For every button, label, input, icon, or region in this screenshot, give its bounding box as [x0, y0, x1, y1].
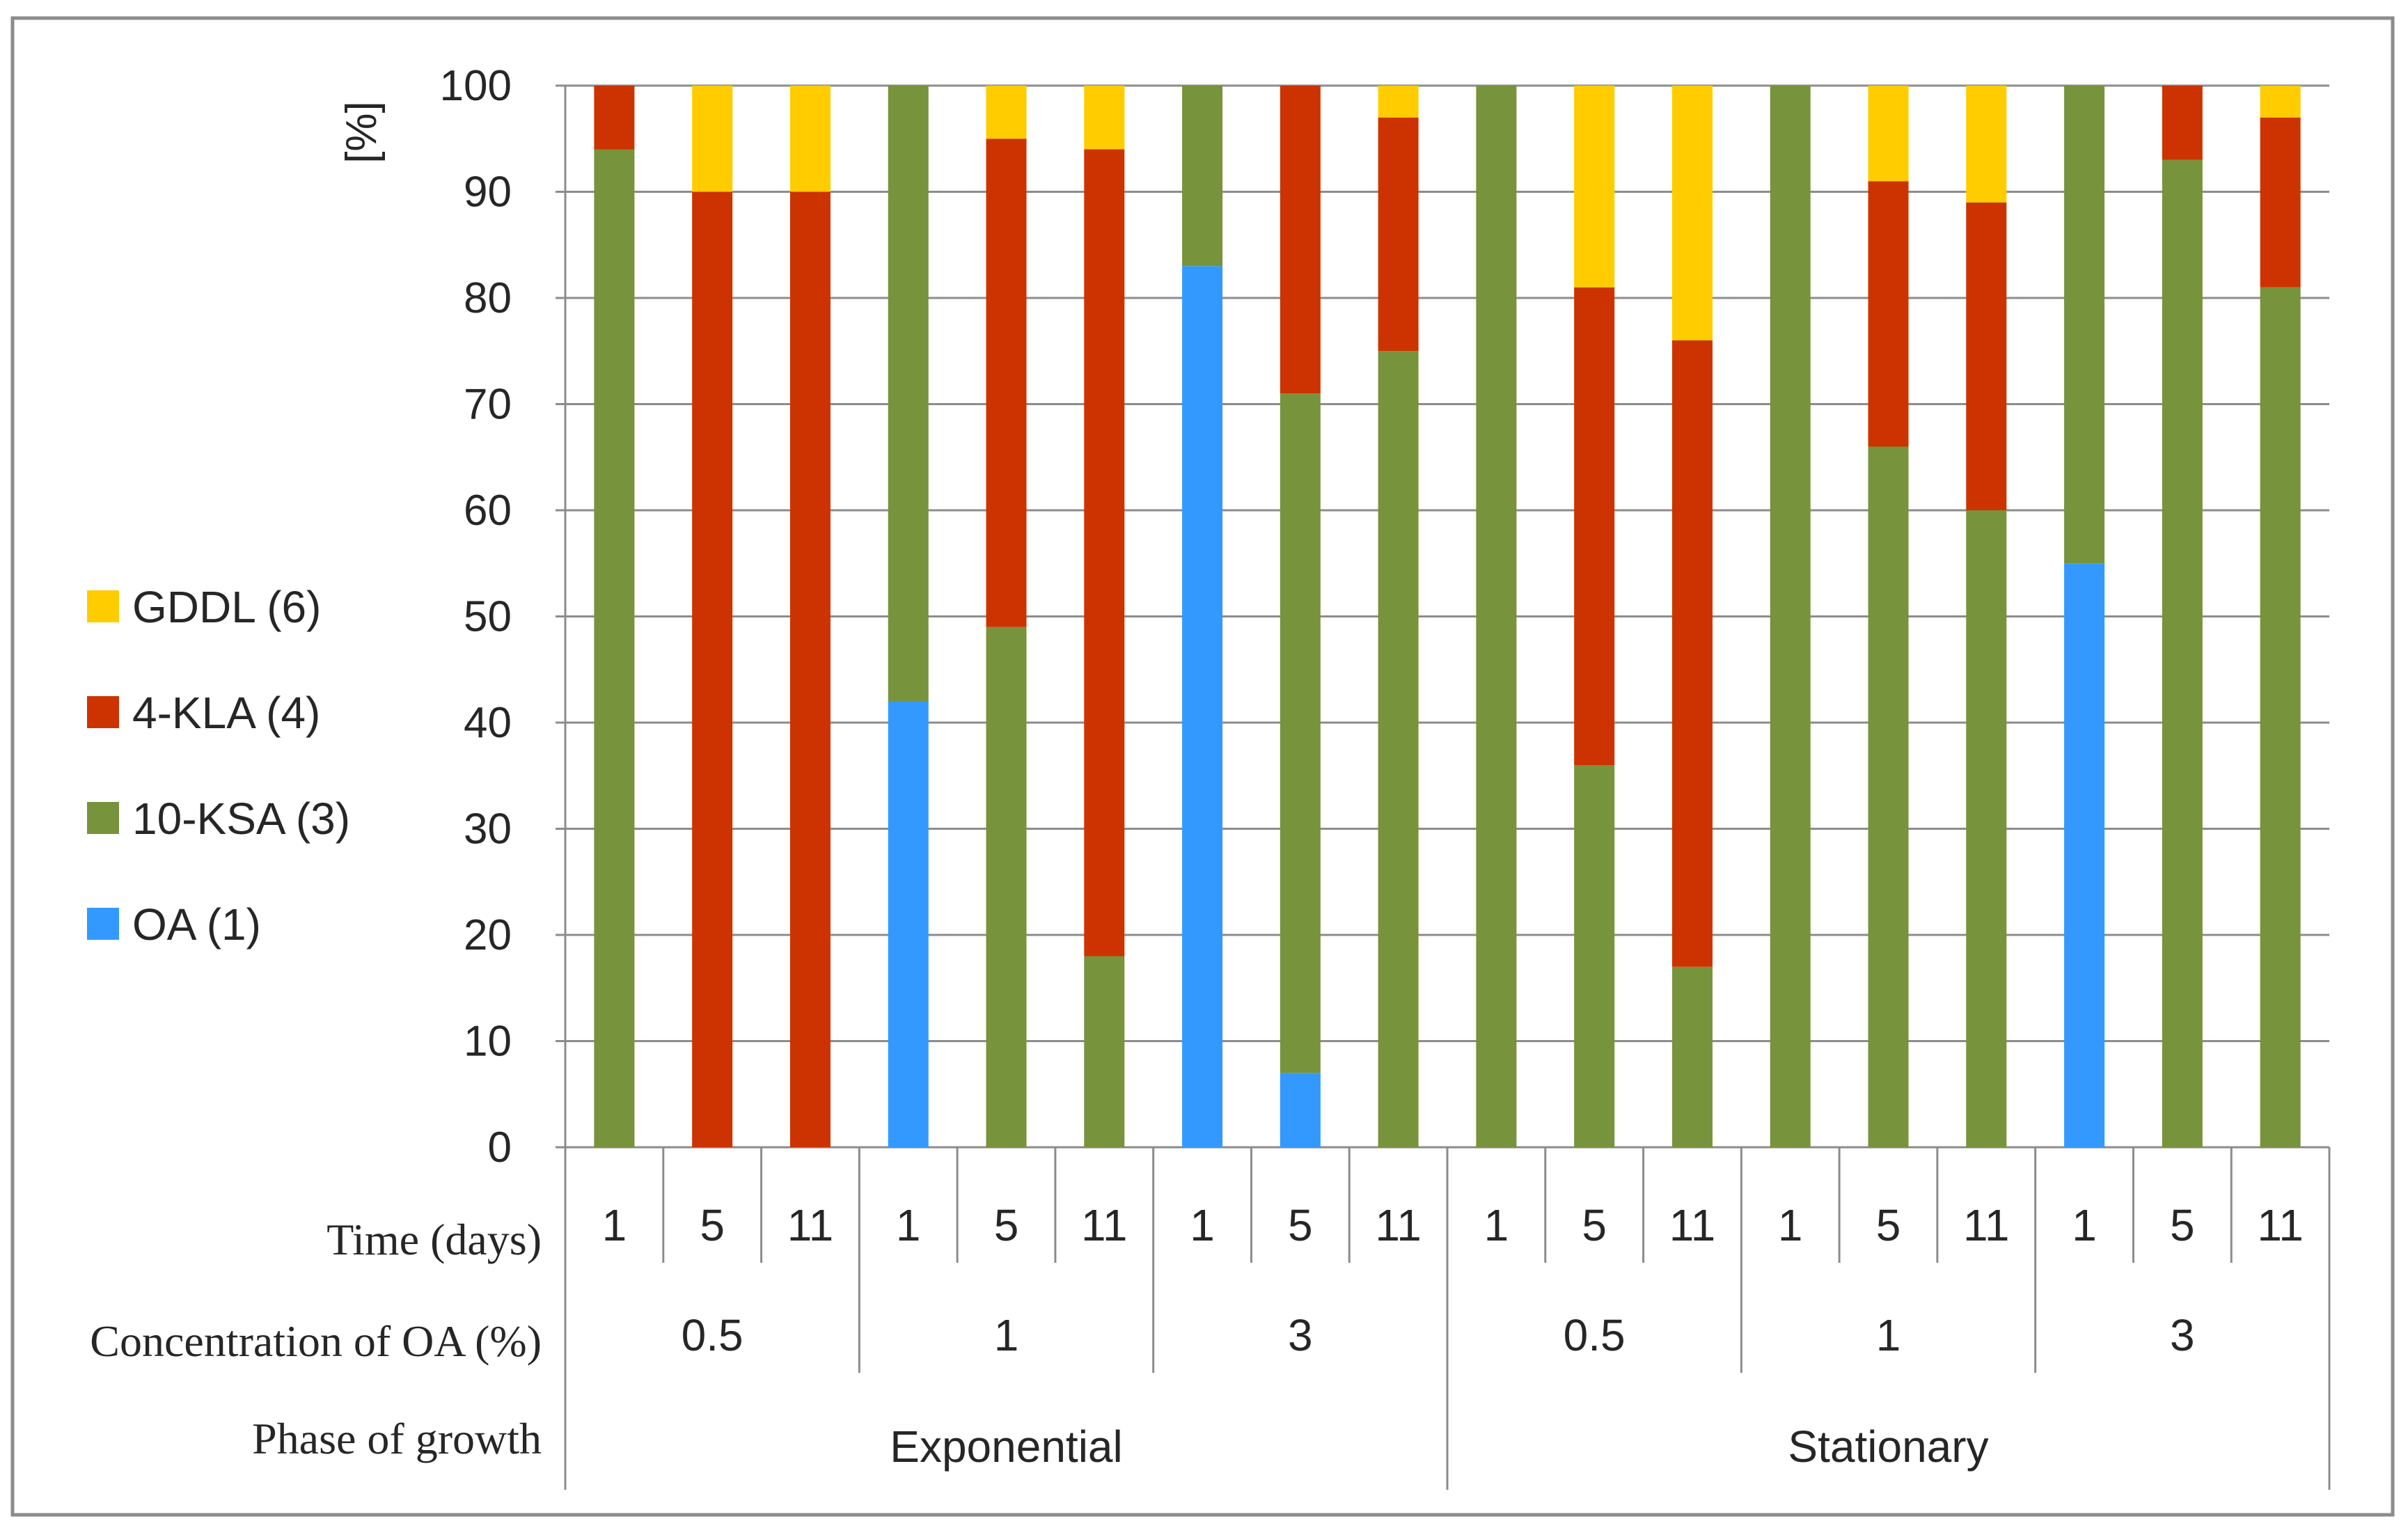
time-label: 11: [1375, 1200, 1421, 1250]
y-axis: 0 10 20 30 40 50 60 70 80 90 100: [440, 62, 567, 1172]
bar-gddl-6: [986, 86, 1027, 139]
legend-swatch-oa-1: [87, 908, 119, 940]
legend-label-10-ksa-3: 10-KSA (3): [132, 794, 350, 844]
phase-label: Stationary: [1788, 1422, 1988, 1472]
bar-4-kla-4: [1378, 117, 1419, 352]
time-label: 5: [1288, 1200, 1313, 1250]
bar-gddl-6: [1966, 86, 2007, 203]
bar-gddl-6: [1671, 86, 1713, 340]
bar-4-kla-4: [692, 191, 733, 1147]
gridlines: [565, 84, 2329, 1149]
bar-10-ksa-3: [2260, 287, 2301, 1147]
bar-oa-1: [888, 701, 929, 1147]
time-label: 1: [602, 1200, 627, 1250]
bar-4-kla-4: [594, 86, 635, 150]
bar-10-ksa-3: [1378, 351, 1419, 1147]
bar-oa-1: [2064, 563, 2105, 1147]
time-label: 5: [1876, 1200, 1901, 1250]
bar-4-kla-4: [2162, 86, 2203, 160]
bar-gddl-6: [1084, 86, 1125, 150]
phase-row-label: Phase of growth: [252, 1414, 542, 1463]
time-label: 11: [1081, 1200, 1127, 1250]
bar-10-ksa-3: [1084, 956, 1125, 1147]
bar-10-ksa-3: [2162, 159, 2203, 1147]
bar-10-ksa-3: [1671, 966, 1713, 1147]
time-label: 5: [994, 1200, 1019, 1250]
bar-4-kla-4: [2260, 117, 2301, 288]
time-label: 11: [787, 1200, 833, 1250]
bar-gddl-6: [1868, 86, 1909, 182]
bar-10-ksa-3: [1966, 510, 2007, 1147]
concentration-label: 0.5: [1564, 1310, 1626, 1360]
concentration-label: 3: [1288, 1310, 1313, 1360]
y-axis-label: [%]: [338, 101, 386, 164]
legend: GDDL (6) 4-KLA (4) 10-KSA (3) OA (1): [87, 582, 350, 950]
bar-4-kla-4: [1574, 287, 1615, 765]
bar-10-ksa-3: [986, 627, 1027, 1147]
bar-4-kla-4: [1671, 340, 1713, 967]
phase-label: Exponential: [890, 1422, 1122, 1472]
bar-4-kla-4: [986, 139, 1027, 627]
time-label: 5: [2170, 1200, 2195, 1250]
bar-4-kla-4: [1280, 86, 1321, 394]
concentration-label: 3: [2170, 1310, 2195, 1360]
category-table: 1 5 11 1 5 11 1 5 11 1 5 11 1 5 11 1 5 110.5 1 3 0.5 1 3Expone…: [90, 1147, 2331, 1490]
y-tick-label: 30: [464, 805, 512, 853]
y-tick-label: 80: [464, 274, 512, 322]
time-label: 1: [1484, 1200, 1509, 1250]
time-label: 5: [1582, 1200, 1607, 1250]
time-row-label: Time (days): [326, 1215, 542, 1264]
legend-label-4-kla-4: 4-KLA (4): [132, 688, 320, 738]
bar-oa-1: [1182, 266, 1223, 1147]
time-label: 11: [2257, 1200, 2303, 1250]
bar-10-ksa-3: [1182, 86, 1223, 267]
time-label: 5: [700, 1200, 725, 1250]
bar-10-ksa-3: [1770, 86, 1811, 1147]
concentration-label: 1: [994, 1310, 1019, 1360]
legend-swatch-4-kla-4: [87, 696, 119, 728]
bar-gddl-6: [2260, 86, 2301, 118]
time-label: 11: [1963, 1200, 2009, 1250]
y-tick-label: 10: [464, 1018, 512, 1066]
time-label: 1: [2072, 1200, 2097, 1250]
y-tick-label: 50: [464, 593, 512, 641]
legend-label-oa-1: OA (1): [132, 899, 261, 950]
bar-10-ksa-3: [888, 86, 929, 702]
bar-4-kla-4: [789, 191, 831, 1147]
bar-gddl-6: [1378, 86, 1419, 118]
y-tick-label: 60: [464, 487, 512, 535]
y-tick-label: 20: [464, 911, 512, 959]
time-label: 1: [1778, 1200, 1803, 1250]
y-tick-label: 0: [488, 1124, 512, 1172]
bars: [594, 86, 2301, 1147]
bar-10-ksa-3: [2064, 86, 2105, 564]
y-tick-label: 40: [464, 699, 512, 747]
concentration-row-label: Concentration of OA (%): [90, 1316, 542, 1366]
bar-4-kla-4: [1966, 202, 2007, 510]
y-tick-label: 100: [440, 62, 512, 110]
y-tick-label: 90: [464, 168, 512, 217]
bar-gddl-6: [1574, 86, 1615, 288]
legend-label-gddl-6: GDDL (6): [132, 582, 321, 632]
time-label: 1: [1190, 1200, 1215, 1250]
bar-gddl-6: [789, 86, 831, 192]
time-label: 11: [1669, 1200, 1715, 1250]
bar-10-ksa-3: [1574, 765, 1615, 1147]
bar-10-ksa-3: [1476, 86, 1517, 1147]
bar-10-ksa-3: [594, 149, 635, 1147]
legend-swatch-gddl-6: [87, 590, 119, 622]
bar-10-ksa-3: [1280, 393, 1321, 1073]
bar-oa-1: [1280, 1073, 1321, 1147]
y-tick-label: 70: [464, 381, 512, 429]
legend-swatch-10-ksa-3: [87, 802, 119, 834]
bar-4-kla-4: [1084, 149, 1125, 957]
bar-4-kla-4: [1868, 181, 1909, 447]
time-label: 1: [896, 1200, 921, 1250]
concentration-label: 1: [1876, 1310, 1901, 1360]
bar-10-ksa-3: [1868, 446, 1909, 1147]
concentration-label: 0.5: [682, 1310, 743, 1360]
bar-gddl-6: [692, 86, 733, 192]
